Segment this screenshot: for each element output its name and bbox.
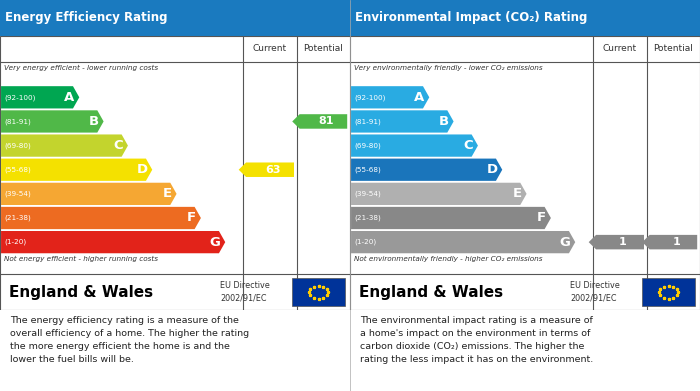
Text: (21-38): (21-38): [354, 215, 381, 221]
Text: D: D: [136, 163, 148, 176]
Text: Environmental Impact (CO₂) Rating: Environmental Impact (CO₂) Rating: [355, 11, 587, 24]
Text: Potential: Potential: [654, 44, 693, 53]
Text: A: A: [414, 91, 424, 104]
Polygon shape: [1, 86, 79, 108]
Text: (81-91): (81-91): [354, 118, 381, 125]
Bar: [350, 0, 700, 36]
Polygon shape: [1, 110, 104, 133]
Text: (39-54): (39-54): [4, 190, 31, 197]
Text: Not energy efficient - higher running costs: Not energy efficient - higher running co…: [4, 256, 158, 262]
Text: England & Wales: England & Wales: [8, 285, 153, 300]
Polygon shape: [1, 135, 128, 157]
Text: The energy efficiency rating is a measure of the
overall efficiency of a home. T: The energy efficiency rating is a measur…: [10, 316, 250, 364]
Text: F: F: [187, 212, 196, 224]
Text: (69-80): (69-80): [4, 142, 31, 149]
Text: (55-68): (55-68): [354, 167, 381, 173]
Text: Very energy efficient - lower running costs: Very energy efficient - lower running co…: [4, 65, 158, 71]
Text: (1-20): (1-20): [4, 239, 27, 246]
Text: B: B: [439, 115, 449, 128]
Polygon shape: [351, 159, 503, 181]
Polygon shape: [351, 183, 526, 205]
Text: F: F: [537, 212, 546, 224]
Text: (55-68): (55-68): [4, 167, 31, 173]
Text: C: C: [463, 139, 473, 152]
Bar: [643, 278, 694, 306]
Text: E: E: [162, 187, 172, 200]
Text: A: A: [64, 91, 74, 104]
Text: 81: 81: [318, 117, 334, 126]
Text: EU Directive
2002/91/EC: EU Directive 2002/91/EC: [220, 282, 270, 303]
Polygon shape: [351, 231, 575, 253]
Text: (81-91): (81-91): [4, 118, 31, 125]
Text: EU Directive
2002/91/EC: EU Directive 2002/91/EC: [570, 282, 620, 303]
Text: Current: Current: [253, 44, 287, 53]
Polygon shape: [642, 235, 697, 249]
Text: (1-20): (1-20): [354, 239, 377, 246]
Bar: [293, 278, 344, 306]
Text: Potential: Potential: [304, 44, 343, 53]
Text: E: E: [512, 187, 522, 200]
Text: (21-38): (21-38): [4, 215, 31, 221]
Text: 63: 63: [265, 165, 281, 175]
Polygon shape: [351, 135, 478, 157]
Text: C: C: [113, 139, 123, 152]
Polygon shape: [239, 163, 294, 177]
Text: G: G: [559, 236, 570, 249]
Text: G: G: [209, 236, 220, 249]
Text: (69-80): (69-80): [354, 142, 381, 149]
Text: (92-100): (92-100): [354, 94, 386, 100]
Text: (92-100): (92-100): [4, 94, 36, 100]
Text: Not environmentally friendly - higher CO₂ emissions: Not environmentally friendly - higher CO…: [354, 256, 542, 262]
Text: 1: 1: [672, 237, 680, 247]
Polygon shape: [351, 86, 429, 108]
Polygon shape: [1, 231, 225, 253]
Polygon shape: [1, 183, 176, 205]
Text: The environmental impact rating is a measure of
a home's impact on the environme: The environmental impact rating is a mea…: [360, 316, 594, 364]
Text: Very environmentally friendly - lower CO₂ emissions: Very environmentally friendly - lower CO…: [354, 65, 542, 71]
Text: 1: 1: [619, 237, 626, 247]
Text: Energy Efficiency Rating: Energy Efficiency Rating: [6, 11, 168, 24]
Polygon shape: [292, 114, 347, 129]
Text: England & Wales: England & Wales: [358, 285, 503, 300]
Polygon shape: [1, 207, 201, 229]
Text: (39-54): (39-54): [354, 190, 381, 197]
Text: Current: Current: [603, 44, 637, 53]
Text: B: B: [89, 115, 99, 128]
Text: D: D: [486, 163, 498, 176]
Polygon shape: [351, 207, 551, 229]
Polygon shape: [589, 235, 644, 249]
Polygon shape: [1, 159, 153, 181]
Bar: [0, 36, 350, 310]
Polygon shape: [351, 110, 454, 133]
Bar: [0, 0, 350, 36]
Bar: [350, 36, 700, 310]
